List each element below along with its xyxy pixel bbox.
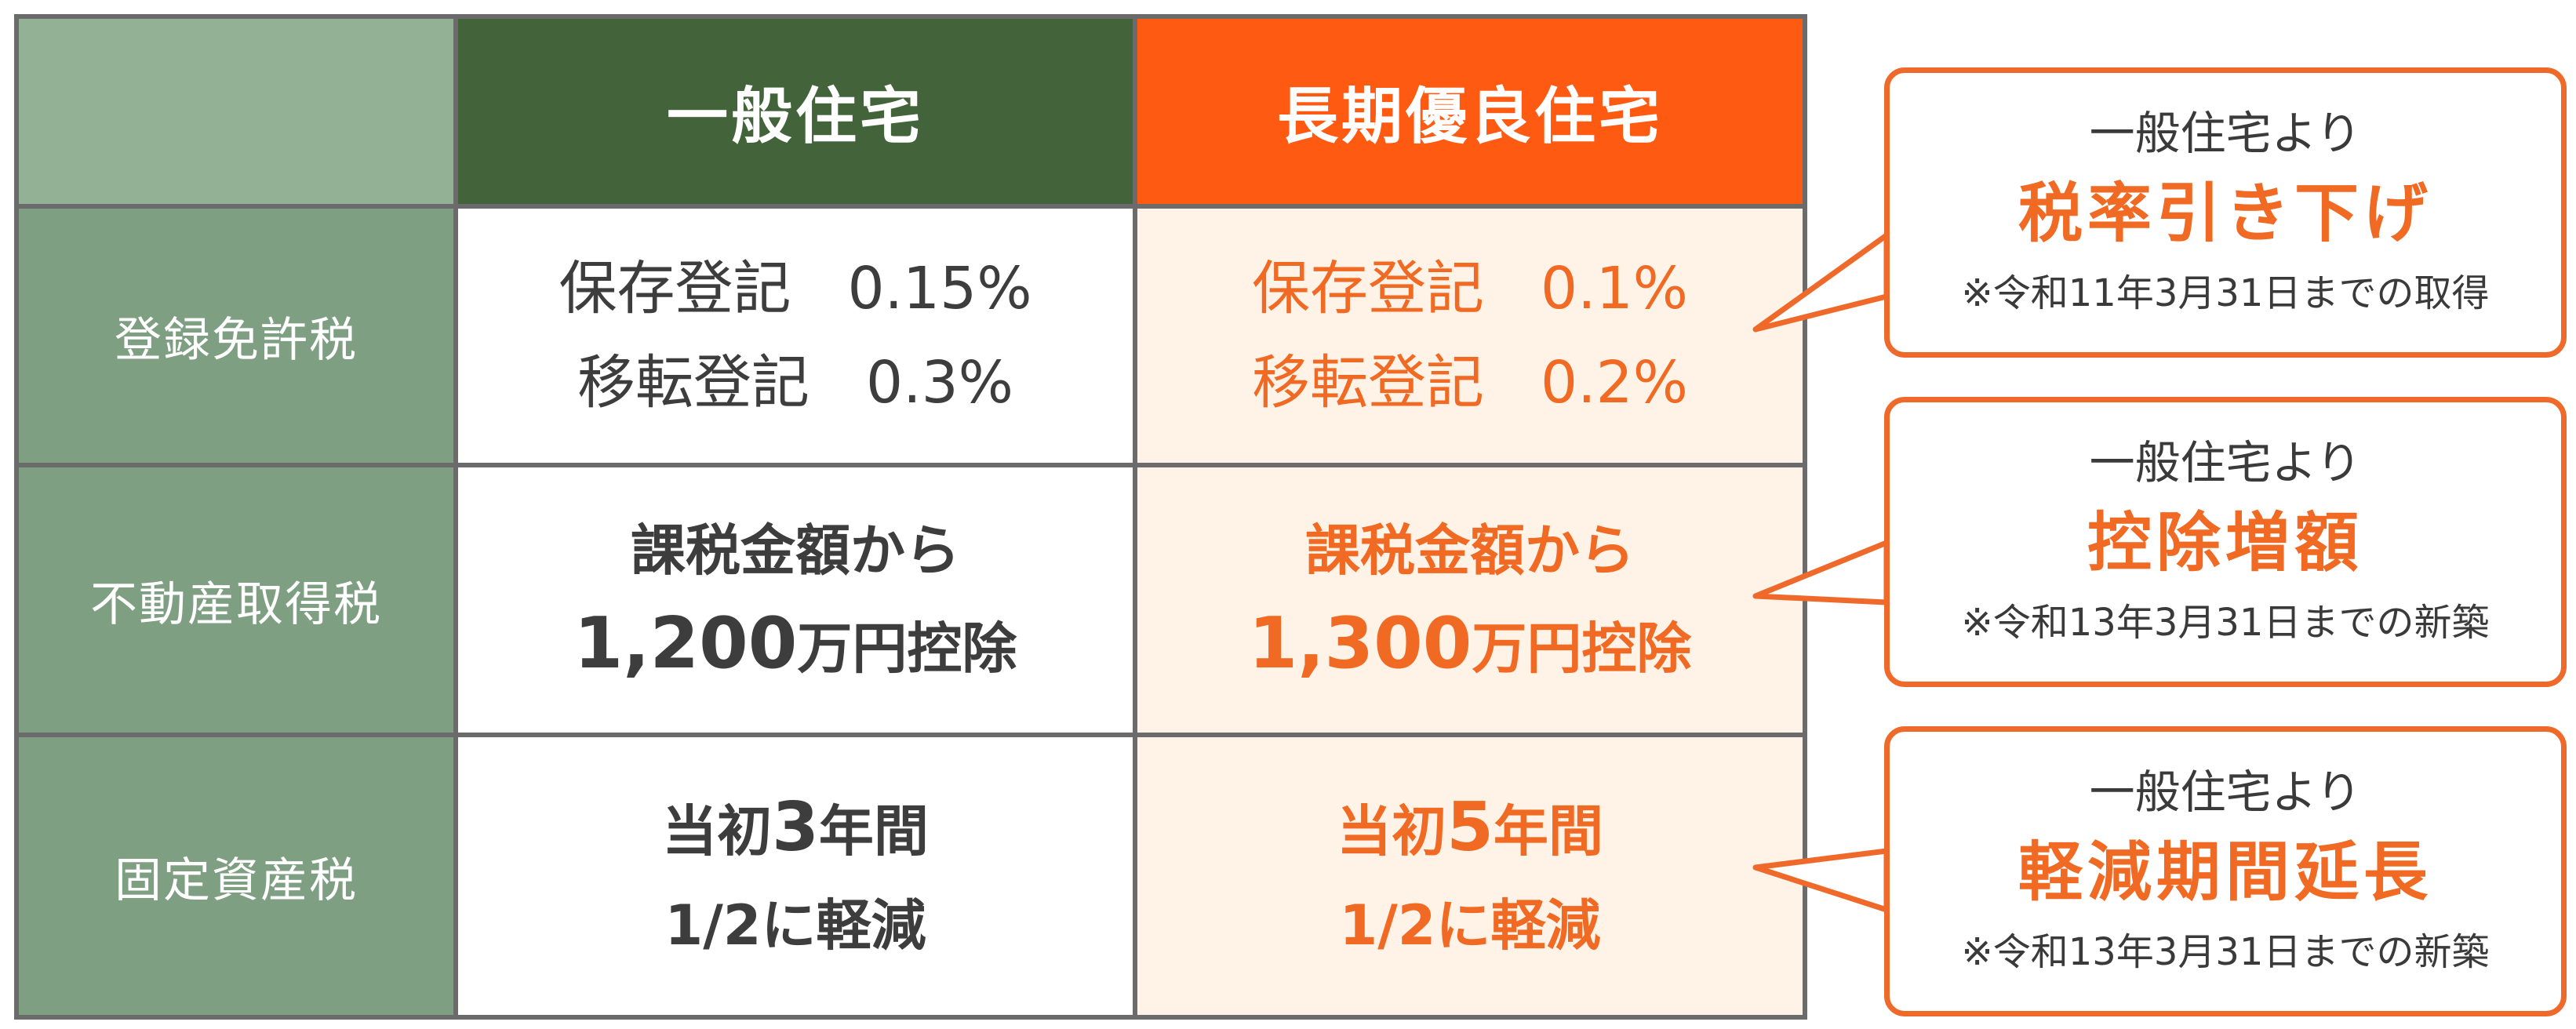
period-suffix: 年間 [818,798,929,864]
rate-name: 移転登記 [577,349,810,416]
deduction-number: 1,300 [1248,602,1472,685]
callout-note: ※令和13年3月31日までの新築 [1961,930,2490,974]
callout-sub: 一般住宅より [2089,436,2362,489]
callout-main: 税率引き下げ [2018,176,2432,251]
table-corner-cell [19,19,453,204]
rate-line: 移転登記 0.2% [1252,336,1688,430]
normal-acquisition-tax-cell: 課税金額から 1,200万円控除 [458,467,1133,733]
row-label-text: 登録免許税 [115,312,358,368]
callout-sub: 一般住宅より [2089,765,2362,819]
rate-line: 保存登記 0.15% [558,242,1031,336]
rate-line: 保存登記 0.1% [1252,242,1688,336]
deduction-amount: 1,300万円控除 [1249,597,1692,696]
reduction-line: 1/2に軽減 [664,893,926,958]
rate-line: 移転登記 0.3% [577,336,1013,430]
header-normal-house: 一般住宅 [458,19,1133,204]
callout-main: 控除増額 [2087,506,2363,580]
header-normal-label: 一般住宅 [666,82,924,152]
header-long-term-house: 長期優良住宅 [1137,19,1803,204]
rate-name: 保存登記 [558,255,791,322]
callout-deduction-increase: 一般住宅より 控除増額 ※令和13年3月31日までの新築 [1884,397,2567,687]
long-acquisition-tax-cell: 課税金額から 1,300万円控除 [1137,467,1803,733]
row-label-acquisition-tax: 不動産取得税 [19,467,453,733]
rate-name: 保存登記 [1252,255,1484,322]
reduction-line: 1/2に軽減 [1339,893,1601,958]
tax-comparison-table: 一般住宅 長期優良住宅 登録免許税 保存登記 0.15% 移転登記 0.3% 保存登… [14,14,1807,1020]
callout-main: 軽減期間延長 [2018,835,2432,910]
rate-name: 移転登記 [1252,349,1484,416]
rate-value: 0.2% [1541,349,1688,416]
rate-value: 0.1% [1541,255,1688,322]
row-label-text: 固定資産税 [115,853,358,908]
callout-pointer-2 [1752,540,1890,605]
deduction-caption: 課税金額から [1305,518,1635,583]
callout-rate-reduction: 一般住宅より 税率引き下げ ※令和11年3月31日までの取得 [1884,67,2567,358]
deduction-number: 1,200 [573,602,798,685]
long-registration-tax-cell: 保存登記 0.1% 移転登記 0.2% [1137,209,1803,463]
row-label-property-tax: 固定資産税 [19,737,453,1015]
rate-value: 0.3% [866,349,1013,416]
deduction-suffix: 万円控除 [797,616,1017,681]
deduction-suffix: 万円控除 [1472,616,1692,681]
row-label-text: 不動産取得税 [90,576,382,632]
normal-property-tax-cell: 当初3年間 1/2に軽減 [458,737,1133,1015]
period-suffix: 年間 [1493,798,1603,864]
rate-value: 0.15% [847,255,1032,322]
period-number: 3 [772,787,819,867]
deduction-caption: 課税金額から [631,518,960,583]
row-label-registration-tax: 登録免許税 [19,209,453,463]
callout-note: ※令和13年3月31日までの新築 [1961,601,2490,645]
period-number: 5 [1446,787,1494,867]
callout-period-extension: 一般住宅より 軽減期間延長 ※令和13年3月31日までの新築 [1884,726,2567,1016]
long-property-tax-cell: 当初5年間 1/2に軽減 [1137,737,1803,1015]
header-long-label: 長期優良住宅 [1276,82,1663,152]
deduction-amount: 1,200万円控除 [574,597,1017,696]
period-prefix: 当初 [662,798,773,864]
callout-pointer-3 [1752,848,1890,913]
callout-sub: 一般住宅より [2089,107,2362,160]
callout-note: ※令和11年3月31日までの取得 [1961,271,2490,315]
period-line: 当初3年間 [662,780,929,878]
period-prefix: 当初 [1337,798,1447,864]
callout-pointer-1 [1752,232,1890,333]
normal-registration-tax-cell: 保存登記 0.15% 移転登記 0.3% [458,209,1133,463]
period-line: 当初5年間 [1337,780,1603,878]
